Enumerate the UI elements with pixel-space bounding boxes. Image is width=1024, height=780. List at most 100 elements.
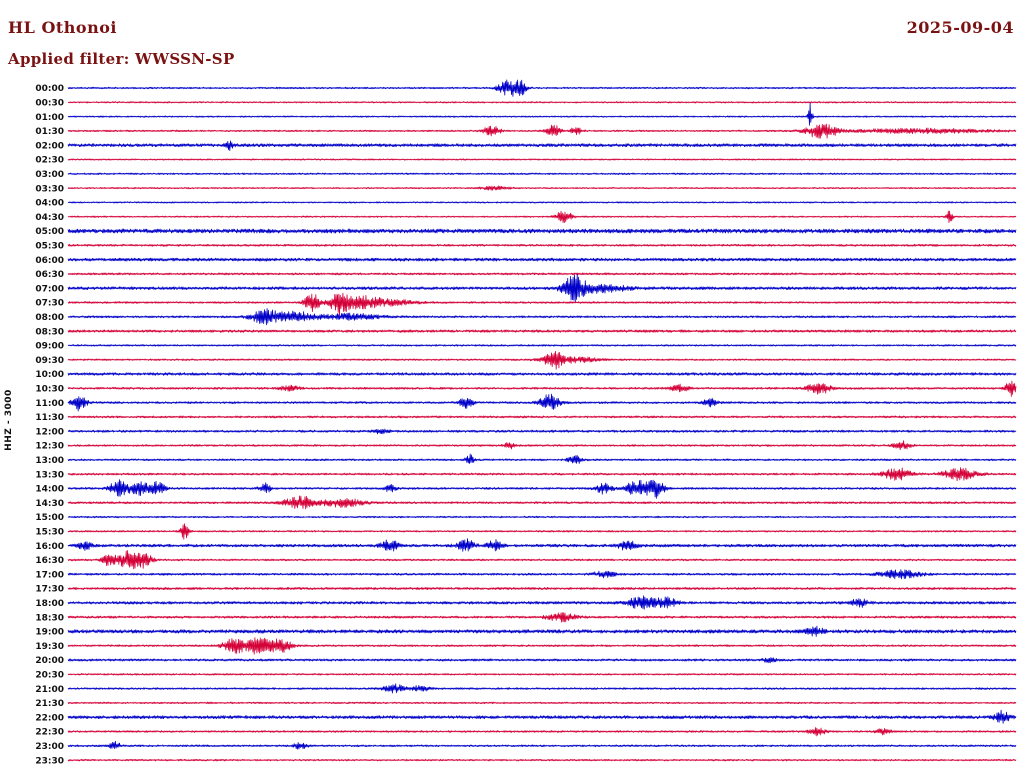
- trace-row: [67, 479, 1017, 499]
- time-label: 23:00: [35, 742, 64, 752]
- trace-row: [67, 201, 1017, 204]
- trace-row: [67, 758, 1017, 762]
- trace-row: [67, 102, 1017, 126]
- time-label: 19:30: [35, 642, 64, 652]
- trace-row: [67, 569, 1017, 580]
- trace-row: [67, 612, 1017, 623]
- station-title: HL Othonoi: [8, 18, 117, 37]
- applied-filter-label: Applied filter: WWSSN-SP: [8, 50, 235, 68]
- trace-row: [67, 727, 1017, 737]
- date-label: 2025-09-04: [906, 18, 1014, 37]
- trace-row: [67, 523, 1017, 540]
- time-label: 10:00: [35, 370, 64, 380]
- time-label: 07:30: [35, 299, 64, 309]
- time-label: 13:30: [35, 470, 64, 480]
- time-label: 11:30: [35, 413, 64, 423]
- time-label: 03:30: [35, 184, 64, 194]
- trace-row: [67, 292, 1017, 317]
- trace-row: [67, 453, 1017, 464]
- trace-row: [67, 683, 1017, 694]
- time-label: 02:00: [35, 141, 64, 151]
- trace-row: [67, 123, 1017, 139]
- trace-row: [67, 380, 1017, 397]
- trace-row: [67, 538, 1017, 552]
- time-label: 16:00: [35, 542, 64, 552]
- time-label: 17:30: [35, 585, 64, 595]
- time-label: 05:00: [35, 227, 64, 237]
- time-label: 04:30: [35, 213, 64, 223]
- trace-row: [67, 673, 1017, 676]
- time-label: 18:30: [35, 613, 64, 623]
- trace-row: [67, 257, 1017, 262]
- time-label: 17:00: [35, 570, 64, 580]
- trace-row: [67, 228, 1017, 234]
- time-label: 16:30: [35, 556, 64, 566]
- trace-row: [67, 140, 1017, 152]
- time-label: 03:00: [35, 170, 64, 180]
- time-label: 02:30: [35, 156, 64, 166]
- trace-row: [67, 350, 1017, 370]
- trace-row: [67, 243, 1017, 247]
- trace-row: [67, 428, 1017, 435]
- time-label: 10:30: [35, 385, 64, 395]
- trace-row: [67, 495, 1017, 510]
- trace-row: [67, 595, 1017, 610]
- time-label: 09:30: [35, 356, 64, 366]
- trace-row: [67, 587, 1017, 590]
- trace-row: [67, 701, 1017, 705]
- trace-row: [67, 185, 1017, 191]
- time-label: 15:00: [35, 513, 64, 523]
- trace-row: [67, 79, 1017, 97]
- trace-row: [67, 415, 1017, 419]
- time-label: 14:00: [35, 485, 64, 495]
- trace-row: [67, 740, 1017, 750]
- time-label: 00:30: [35, 99, 64, 109]
- trace-row: [67, 709, 1017, 724]
- trace-row: [67, 440, 1017, 451]
- trace-row: [67, 372, 1017, 376]
- trace-row: [67, 308, 1017, 326]
- time-label: 23:30: [35, 756, 64, 766]
- trace-row: [67, 210, 1017, 224]
- time-label: 01:00: [35, 113, 64, 123]
- time-label: 13:00: [35, 456, 64, 466]
- time-label: 22:30: [35, 728, 64, 738]
- time-label: 08:30: [35, 327, 64, 337]
- trace-row: [67, 515, 1017, 519]
- trace-row: [67, 625, 1017, 637]
- time-label: 11:00: [35, 399, 64, 409]
- time-label: 01:30: [35, 127, 64, 137]
- time-label: 18:00: [35, 599, 64, 609]
- time-label: 19:00: [35, 628, 64, 638]
- trace-row: [67, 657, 1017, 664]
- time-label: 04:00: [35, 199, 64, 209]
- time-label: 07:00: [35, 284, 64, 294]
- time-label: 00:00: [35, 84, 64, 94]
- time-label: 06:00: [35, 256, 64, 266]
- time-label: 09:00: [35, 342, 64, 352]
- time-label: 12:30: [35, 442, 64, 452]
- time-label: 22:00: [35, 713, 64, 723]
- time-label: 15:30: [35, 528, 64, 538]
- time-label: 06:30: [35, 270, 64, 280]
- time-label: 20:00: [35, 656, 64, 666]
- time-label: 14:30: [35, 499, 64, 509]
- trace-row: [67, 637, 1017, 655]
- trace-row: [67, 172, 1017, 176]
- time-label: 21:30: [35, 699, 64, 709]
- time-label: 20:30: [35, 671, 64, 681]
- time-label: 05:30: [35, 242, 64, 252]
- trace-row: [67, 329, 1017, 333]
- trace-row: [67, 393, 1017, 412]
- trace-row: [67, 101, 1017, 104]
- time-label: 12:00: [35, 427, 64, 437]
- trace-row: [67, 550, 1017, 570]
- trace-row: [67, 467, 1017, 482]
- trace-row: [67, 272, 1017, 276]
- time-label: 21:00: [35, 685, 64, 695]
- trace-row: [67, 344, 1017, 347]
- trace-row: [67, 273, 1017, 303]
- time-label: 08:00: [35, 313, 64, 323]
